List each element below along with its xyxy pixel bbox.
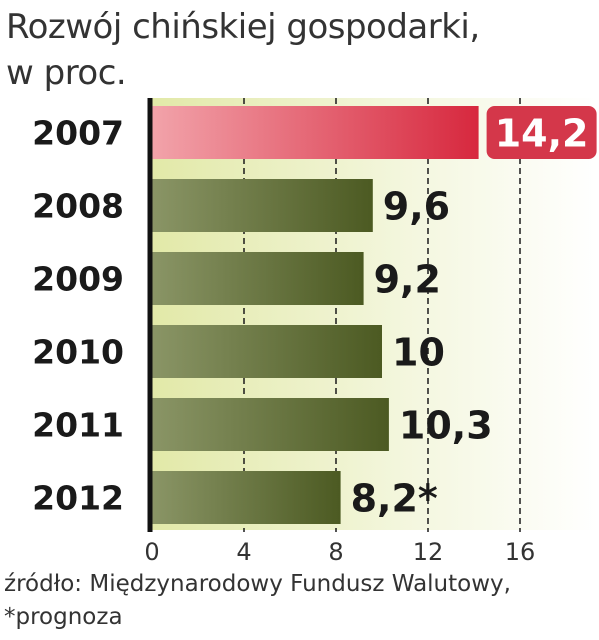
value-label: 10,3 <box>399 404 493 448</box>
bar-2012 <box>152 471 341 524</box>
chart-title-line-1: Rozwój chińskiej gospodarki, <box>6 7 480 47</box>
source-text: źródło: Międzynarodowy Fundusz Walutowy, <box>4 571 511 597</box>
category-label: 2011 <box>32 406 124 445</box>
value-label: 14,2 <box>495 112 589 156</box>
value-label: 9,6 <box>383 185 450 229</box>
bar-2011 <box>152 398 389 451</box>
x-tick-label: 8 <box>328 538 343 566</box>
grid-lines <box>243 98 521 532</box>
value-label: 10 <box>392 331 445 375</box>
value-label: 9,2 <box>374 258 441 302</box>
chart-title-line-2: w proc. <box>6 53 127 93</box>
x-tick-label: 16 <box>505 538 536 566</box>
bar-2007 <box>152 106 479 159</box>
bar-2008 <box>152 179 373 232</box>
bar-2009 <box>152 252 364 305</box>
x-tick-label: 12 <box>413 538 444 566</box>
category-label: 2012 <box>32 479 124 518</box>
category-labels: 2007 2008 2009 2010 2011 2012 <box>32 114 124 518</box>
bar-2010 <box>152 325 382 378</box>
bar-chart: 2007 2008 2009 2010 2011 2012 14,2 9,6 9,2 10 10,… <box>32 98 598 566</box>
value-badge <box>486 106 597 159</box>
category-label: 2007 <box>32 114 124 153</box>
source-note: źródło: Międzynarodowy Fundusz Walutowy,… <box>4 568 596 634</box>
forecast-note: *prognoza <box>4 604 123 630</box>
category-label: 2008 <box>32 187 124 226</box>
x-axis-ticks: 0 4 8 12 16 <box>144 538 535 566</box>
value-label: 8,2* <box>351 477 438 521</box>
value-labels: 14,2 9,6 9,2 10 10,3 8,2* <box>351 106 597 521</box>
category-label: 2009 <box>32 260 124 299</box>
x-tick-label: 4 <box>236 538 251 566</box>
x-tick-label: 0 <box>144 538 159 566</box>
chart-title: Rozwój chińskiej gospodarki, w proc. <box>6 4 596 96</box>
bars <box>152 106 479 524</box>
plot-background <box>152 98 598 530</box>
category-label: 2010 <box>32 333 124 372</box>
